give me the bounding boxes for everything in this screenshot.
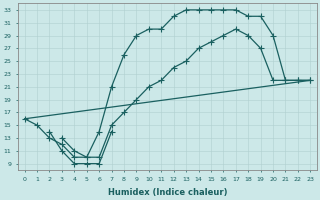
- X-axis label: Humidex (Indice chaleur): Humidex (Indice chaleur): [108, 188, 227, 197]
